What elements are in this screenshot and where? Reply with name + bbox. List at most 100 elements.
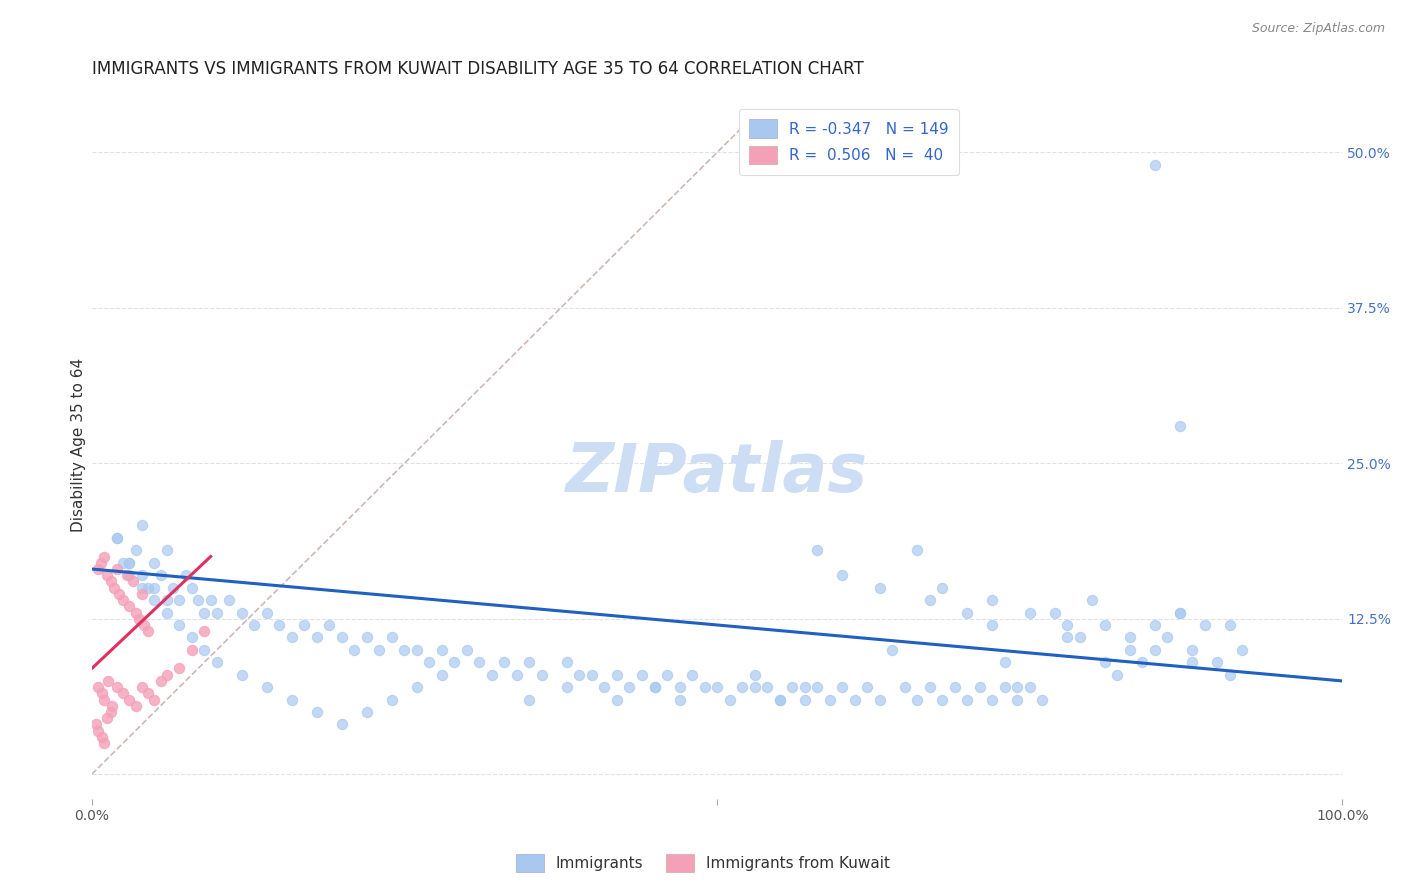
Point: [844, 692, 866, 706]
Point: [231, 606, 253, 620]
Point: [330, 631, 353, 645]
Point: [134, 618, 156, 632]
Point: [969, 680, 991, 694]
Point: [292, 618, 315, 632]
Point: [100, 705, 122, 719]
Point: [136, 581, 159, 595]
Point: [115, 568, 138, 582]
Point: [105, 680, 128, 694]
Point: [905, 692, 928, 706]
Point: [806, 543, 828, 558]
Point: [156, 543, 179, 558]
Point: [281, 692, 304, 706]
Point: [506, 667, 529, 681]
Point: [90, 556, 112, 570]
Point: [101, 698, 124, 713]
Point: [893, 680, 915, 694]
Point: [956, 606, 979, 620]
Point: [619, 680, 641, 694]
Point: [180, 581, 202, 595]
Point: [1206, 655, 1229, 669]
Legend: Immigrants, Immigrants from Kuwait: Immigrants, Immigrants from Kuwait: [509, 846, 897, 880]
Point: [430, 643, 453, 657]
Point: [806, 680, 828, 694]
Point: [655, 667, 678, 681]
Point: [281, 631, 304, 645]
Point: [430, 667, 453, 681]
Point: [169, 618, 191, 632]
Point: [1005, 680, 1028, 694]
Point: [1181, 643, 1204, 657]
Point: [187, 593, 209, 607]
Point: [93, 736, 115, 750]
Point: [1118, 631, 1140, 645]
Point: [1056, 618, 1078, 632]
Point: [668, 680, 690, 694]
Point: [981, 692, 1004, 706]
Point: [343, 643, 366, 657]
Point: [831, 680, 853, 694]
Point: [131, 587, 153, 601]
Point: [981, 593, 1004, 607]
Point: [593, 680, 616, 694]
Text: IMMIGRANTS VS IMMIGRANTS FROM KUWAIT DISABILITY AGE 35 TO 64 CORRELATION CHART: IMMIGRANTS VS IMMIGRANTS FROM KUWAIT DIS…: [91, 60, 863, 78]
Point: [193, 624, 215, 639]
Point: [1143, 618, 1166, 632]
Point: [136, 624, 159, 639]
Point: [118, 692, 141, 706]
Point: [756, 680, 779, 694]
Point: [981, 618, 1004, 632]
Point: [90, 686, 112, 700]
Point: [149, 568, 172, 582]
Point: [681, 667, 703, 681]
Point: [381, 692, 404, 706]
Point: [200, 593, 222, 607]
Point: [793, 680, 815, 694]
Point: [108, 587, 131, 601]
Point: [530, 667, 553, 681]
Point: [406, 680, 429, 694]
Point: [87, 680, 110, 694]
Point: [1143, 643, 1166, 657]
Point: [87, 562, 110, 576]
Point: [1168, 419, 1191, 434]
Point: [131, 568, 153, 582]
Y-axis label: Disability Age 35 to 64: Disability Age 35 to 64: [72, 358, 86, 532]
Point: [105, 531, 128, 545]
Point: [118, 556, 141, 570]
Point: [1219, 618, 1241, 632]
Point: [1168, 606, 1191, 620]
Point: [706, 680, 728, 694]
Point: [112, 556, 135, 570]
Point: [1107, 667, 1129, 681]
Point: [856, 680, 879, 694]
Point: [84, 717, 107, 731]
Legend: R = -0.347   N = 149, R =  0.506   N =  40: R = -0.347 N = 149, R = 0.506 N = 40: [738, 109, 959, 175]
Point: [555, 680, 578, 694]
Point: [581, 667, 603, 681]
Point: [100, 574, 122, 589]
Point: [443, 655, 465, 669]
Point: [494, 655, 516, 669]
Point: [330, 717, 353, 731]
Point: [143, 556, 166, 570]
Point: [318, 618, 340, 632]
Point: [205, 606, 228, 620]
Point: [118, 556, 141, 570]
Point: [97, 673, 120, 688]
Point: [174, 568, 197, 582]
Text: Source: ZipAtlas.com: Source: ZipAtlas.com: [1251, 22, 1385, 36]
Point: [606, 692, 628, 706]
Point: [128, 612, 150, 626]
Point: [118, 568, 141, 582]
Point: [1081, 593, 1104, 607]
Point: [131, 581, 153, 595]
Point: [880, 643, 903, 657]
Point: [131, 518, 153, 533]
Point: [149, 673, 172, 688]
Point: [105, 531, 128, 545]
Point: [368, 643, 391, 657]
Point: [1168, 606, 1191, 620]
Point: [668, 692, 690, 706]
Point: [356, 631, 378, 645]
